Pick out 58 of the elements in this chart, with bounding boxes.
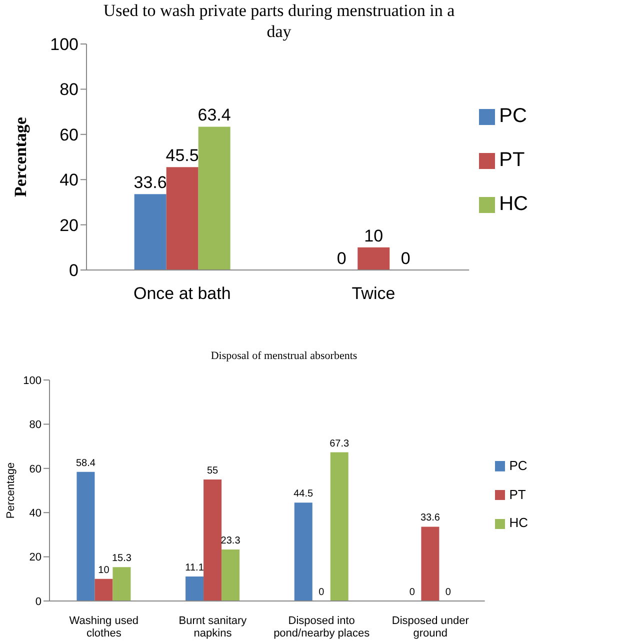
y-tick-label: 60 [29, 463, 42, 476]
data-label: 58.4 [76, 458, 96, 469]
bar [186, 576, 204, 601]
legend-label: PC [509, 458, 528, 474]
data-label: 33.6 [420, 512, 440, 524]
y-tick-label: 0 [35, 596, 42, 608]
data-label: 0 [318, 586, 325, 598]
legend-label: HC [509, 515, 528, 530]
data-label: 0 [409, 586, 416, 598]
bar [222, 550, 240, 601]
y-tick-label: 80 [29, 419, 42, 432]
data-label: 11.1 [185, 562, 204, 574]
y-tick-label: 20 [29, 552, 42, 564]
data-label: 0 [445, 586, 452, 598]
data-label: 63.4 [198, 106, 231, 125]
data-label: 15.3 [112, 553, 132, 564]
chart-title: Disposal of menstrual absorbents [210, 350, 358, 364]
bar [166, 167, 198, 270]
legend-label: PT [509, 486, 526, 502]
bar [204, 479, 222, 601]
data-label: 67.3 [330, 438, 350, 450]
y-tick-label: 80 [60, 80, 78, 100]
bar [330, 452, 348, 601]
legend-label: PC [499, 105, 527, 127]
bar [76, 472, 95, 601]
y-tick-label: 20 [60, 216, 78, 235]
data-label: 0 [400, 248, 410, 268]
chart-title: Used to wash private parts during menstruation in a day [102, 0, 456, 42]
x-tick-label: Disposed under ground [392, 615, 470, 640]
x-tick-label: Disposed into pond/nearby places [274, 615, 370, 640]
bar [358, 247, 390, 270]
data-label: 10 [364, 226, 384, 246]
bar [421, 526, 440, 601]
bar [94, 578, 113, 601]
legend-label: PT [499, 149, 525, 171]
data-label: 44.5 [294, 488, 314, 500]
y-axis-title: Percentage [4, 462, 17, 519]
x-tick-label: Burnt sanitary napkins [178, 615, 248, 640]
data-label: 45.5 [166, 146, 199, 166]
y-tick-label: 100 [50, 35, 78, 54]
y-tick-label: 40 [29, 508, 42, 520]
bar [198, 126, 230, 270]
data-label: 0 [336, 248, 346, 268]
y-tick-label: 0 [69, 261, 78, 280]
bar [134, 194, 166, 270]
y-tick-label: 60 [60, 125, 78, 144]
data-label: 55 [206, 465, 219, 476]
bar [294, 502, 312, 601]
bar [112, 567, 131, 601]
x-tick-label: Washing used clothes [69, 615, 139, 640]
x-tick-label: Twice [352, 284, 396, 303]
x-tick-label: Once at bath [133, 284, 231, 303]
y-axis-title: Percentage [11, 116, 30, 197]
y-tick-label: 40 [60, 170, 78, 190]
data-label: 10 [98, 564, 110, 576]
y-tick-label: 100 [23, 374, 42, 387]
data-label: 33.6 [134, 173, 167, 192]
legend-label: HC [499, 193, 528, 215]
